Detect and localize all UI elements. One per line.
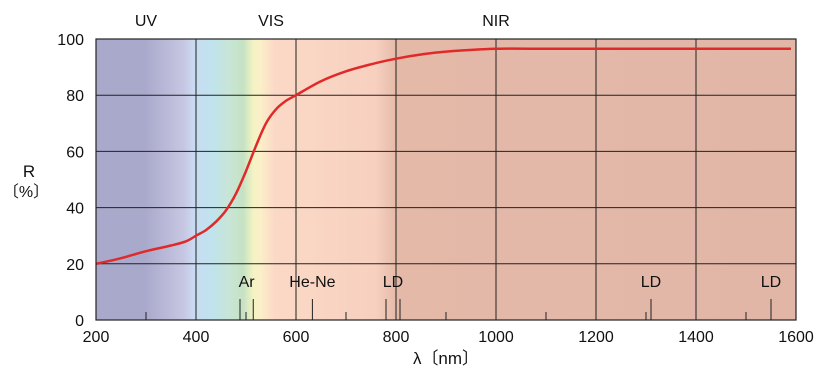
laser-label: Ar [239, 274, 256, 291]
x-tick-label: 200 [83, 329, 110, 346]
y-tick-label: 100 [57, 32, 84, 49]
plot-frame [95, 38, 797, 321]
x-tick-label: 1400 [678, 329, 714, 346]
x-tick-label: 1000 [478, 329, 514, 346]
y-tick-label: 60 [66, 144, 84, 161]
region-label: UV [135, 13, 158, 30]
laser-label: LD [383, 274, 403, 291]
laser-markers: Ar He-Ne LD LD LD [239, 274, 781, 320]
region-label: VIS [258, 13, 284, 30]
x-tick-label: 1600 [778, 329, 814, 346]
laser-label: LD [641, 274, 661, 291]
y-tick-label: 20 [66, 257, 84, 274]
x-tick-label: 800 [383, 329, 410, 346]
y-tick-labels: 0 20 40 60 80 100 [57, 32, 84, 330]
x-tick-label: 400 [183, 329, 210, 346]
laser-label: He-Ne [289, 274, 335, 291]
region-labels: UV VIS NIR [135, 13, 510, 30]
plot-background [96, 39, 796, 320]
reflectance-curve [95, 47, 791, 266]
x-tick-label: 600 [283, 329, 310, 346]
grid-lines [96, 39, 796, 320]
y-axis-label: R [23, 162, 35, 181]
x-tick-labels: 200 400 600 800 1000 1200 1400 1600 [83, 329, 814, 346]
y-tick-label: 80 [66, 88, 84, 105]
laser-label: LD [761, 274, 781, 291]
y-tick-label: 0 [75, 313, 84, 330]
x-tick-label: 1200 [578, 329, 614, 346]
y-tick-label: 40 [66, 201, 84, 218]
region-label: NIR [482, 13, 510, 30]
y-axis-unit: 〔%〕 [3, 183, 49, 201]
x-axis-label: λ〔nm〕 [413, 349, 479, 368]
